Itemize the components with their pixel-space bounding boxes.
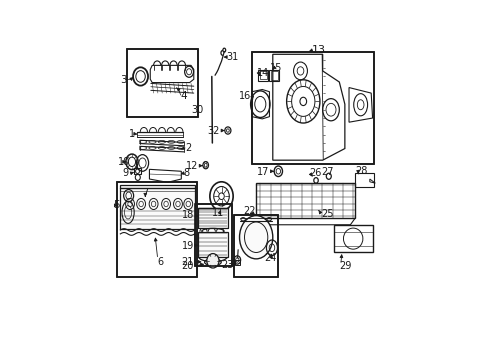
Text: 19: 19 [181,240,193,251]
Bar [198,208,227,228]
Bar [270,71,277,80]
Ellipse shape [206,253,219,268]
Text: 25: 25 [321,209,333,219]
Text: 15: 15 [269,63,281,73]
Text: 1: 1 [129,129,135,139]
Text: 17: 17 [256,167,268,176]
Bar [127,49,198,117]
Text: 12: 12 [186,161,198,171]
Text: 29: 29 [338,261,350,271]
Bar [194,204,232,266]
Text: 8: 8 [183,168,189,179]
Bar [258,69,267,81]
Ellipse shape [239,216,272,259]
Bar [117,182,197,278]
Bar [233,215,278,278]
Text: 11: 11 [212,208,224,218]
Text: 9: 9 [122,168,128,179]
Text: 22: 22 [243,207,256,216]
Bar [198,232,227,257]
Text: 2: 2 [185,143,192,153]
Text: 10: 10 [118,157,130,167]
Bar [269,69,279,81]
Text: 3: 3 [120,75,127,85]
Bar [251,51,373,164]
Text: 30: 30 [191,105,203,115]
Text: 28: 28 [355,166,367,176]
Text: 21: 21 [181,257,193,267]
Text: 31: 31 [226,52,238,62]
Text: 5: 5 [113,201,120,210]
Text: 6: 6 [158,257,163,267]
Bar [233,215,278,278]
Text: 27: 27 [321,167,333,177]
Bar [127,49,198,117]
Bar [251,51,373,164]
Text: 7: 7 [142,188,148,198]
Text: 4: 4 [181,91,187,102]
Text: 26: 26 [308,168,321,179]
Text: 24: 24 [264,253,276,263]
Bar [120,185,194,229]
Text: 23: 23 [220,260,233,270]
Text: 16: 16 [239,91,251,102]
Bar [117,182,197,278]
Bar [235,260,239,265]
Text: 20: 20 [181,261,193,271]
Text: 18: 18 [181,210,193,220]
Bar [194,204,232,266]
Text: 13: 13 [311,45,325,55]
Bar [133,168,141,174]
Text: 14: 14 [256,68,268,78]
Text: 32: 32 [207,126,220,135]
Bar [259,71,266,79]
